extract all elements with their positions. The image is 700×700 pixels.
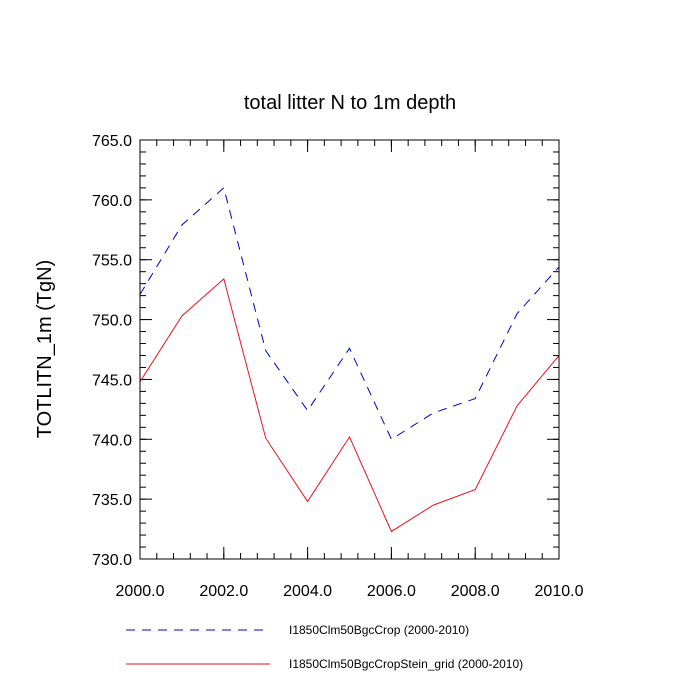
y-tick-label: 765.0 — [92, 133, 132, 150]
major-ticks — [139, 139, 560, 560]
plot-frame — [139, 139, 560, 560]
x-tick-label: 2006.0 — [367, 583, 416, 600]
y-tick-labels: 730.0 735.0 740.0 745.0 750.0 755.0 760.0 765.0 — [92, 133, 132, 569]
x-tick-label: 2002.0 — [199, 583, 248, 600]
legend-label-1: I1850Clm50BgcCrop (2000-2010) — [289, 623, 469, 637]
series-line-2 — [139, 277, 560, 533]
y-tick-label: 760.0 — [92, 193, 132, 210]
y-tick-label: 735.0 — [92, 492, 132, 509]
x-tick-label: 2008.0 — [451, 583, 500, 600]
y-tick-label: 745.0 — [92, 372, 132, 389]
series-lines — [139, 186, 560, 533]
y-tick-label: 730.0 — [92, 552, 132, 569]
y-axis-label: TOTLITN_1m (TgN) — [34, 260, 56, 439]
chart-title: total litter N to 1m depth — [244, 92, 456, 114]
x-tick-labels: 2000.0 2002.0 2004.0 2006.0 2008.0 2010.0 — [116, 583, 584, 600]
x-tick-label: 2000.0 — [116, 583, 165, 600]
y-tick-label: 740.0 — [92, 432, 132, 449]
series-line-1 — [139, 186, 560, 441]
legend-label-2: I1850Clm50BgcCropStein_grid (2000-2010) — [289, 657, 523, 671]
y-tick-label: 750.0 — [92, 313, 132, 330]
legend: I1850Clm50BgcCrop (2000-2010) I1850Clm50B… — [126, 623, 523, 671]
x-tick-label: 2004.0 — [283, 583, 332, 600]
minor-ticks — [139, 139, 560, 560]
x-tick-label: 2010.0 — [535, 583, 584, 600]
y-tick-label: 755.0 — [92, 253, 132, 270]
